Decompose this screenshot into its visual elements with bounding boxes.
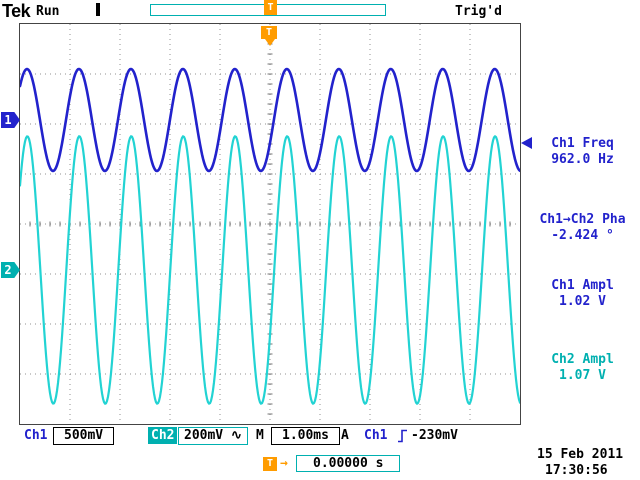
- measurement-ch1-freq: Ch1 Freq 962.0 Hz: [525, 136, 640, 168]
- measurement-ch2-ampl: Ch2 Ampl 1.07 V: [525, 352, 640, 384]
- ch2-trace: [18, 135, 522, 405]
- acquisition-state: Run: [36, 4, 60, 19]
- trigger-position-marker: T: [261, 26, 277, 39]
- graticule: [18, 23, 522, 425]
- ac-coupling-icon: ∿: [230, 428, 242, 443]
- measurement-value: 1.02 V: [559, 294, 606, 309]
- measurement-value: 962.0 Hz: [551, 152, 614, 167]
- timebase-label: M: [256, 428, 264, 443]
- trigger-time-icon: T: [263, 457, 277, 471]
- waveform-display: [18, 24, 522, 424]
- grid-dots: [20, 24, 520, 424]
- rising-edge-icon: [397, 429, 408, 447]
- arrow-right-icon: →: [280, 456, 288, 471]
- measurement-label: Ch2 Ampl: [551, 352, 614, 367]
- measurement-value: 1.07 V: [559, 368, 606, 383]
- ch2-scale-readout: 200mV ∿: [178, 427, 248, 445]
- measurement-label: Ch1 Ampl: [551, 278, 614, 293]
- trigger-source-label: Ch1: [364, 428, 388, 443]
- measurement-ch1-ampl: Ch1 Ampl 1.02 V: [525, 278, 640, 310]
- trigger-position-arrow-icon: [265, 39, 275, 46]
- timebase-readout: 1.00ms: [271, 427, 340, 445]
- ch1-trace: [18, 67, 522, 173]
- trigger-mode-label: A: [341, 428, 349, 443]
- date-readout: 15 Feb 2011: [537, 447, 624, 462]
- ch2-scale-value: 200mV: [184, 428, 224, 443]
- measurement-label: Ch1→Ch2 Pha: [539, 212, 626, 227]
- measurement-label: Ch1 Freq: [551, 136, 614, 151]
- tek-logo: Tek: [2, 1, 31, 21]
- record-trigger-position-marker: T: [264, 0, 277, 15]
- measurement-value: -2.424 °: [551, 228, 614, 243]
- trigger-level-arrow-icon: [521, 137, 532, 149]
- measurement-ch1-ch2-phase: Ch1→Ch2 Pha -2.424 °: [525, 212, 640, 244]
- acquisition-indicator: [96, 3, 100, 16]
- trigger-status: Trig'd: [455, 4, 502, 19]
- ch1-label: Ch1: [24, 428, 48, 443]
- trigger-level-readout: -230mV: [411, 428, 458, 443]
- ch2-ground-marker: 2: [1, 262, 20, 278]
- ch1-ground-marker: 1: [1, 112, 20, 128]
- time-readout: 17:30:56: [545, 463, 608, 478]
- ch2-label-chip: Ch2: [148, 427, 178, 444]
- trigger-time-readout: 0.00000 s: [296, 455, 401, 472]
- ch1-scale-readout: 500mV: [53, 427, 115, 445]
